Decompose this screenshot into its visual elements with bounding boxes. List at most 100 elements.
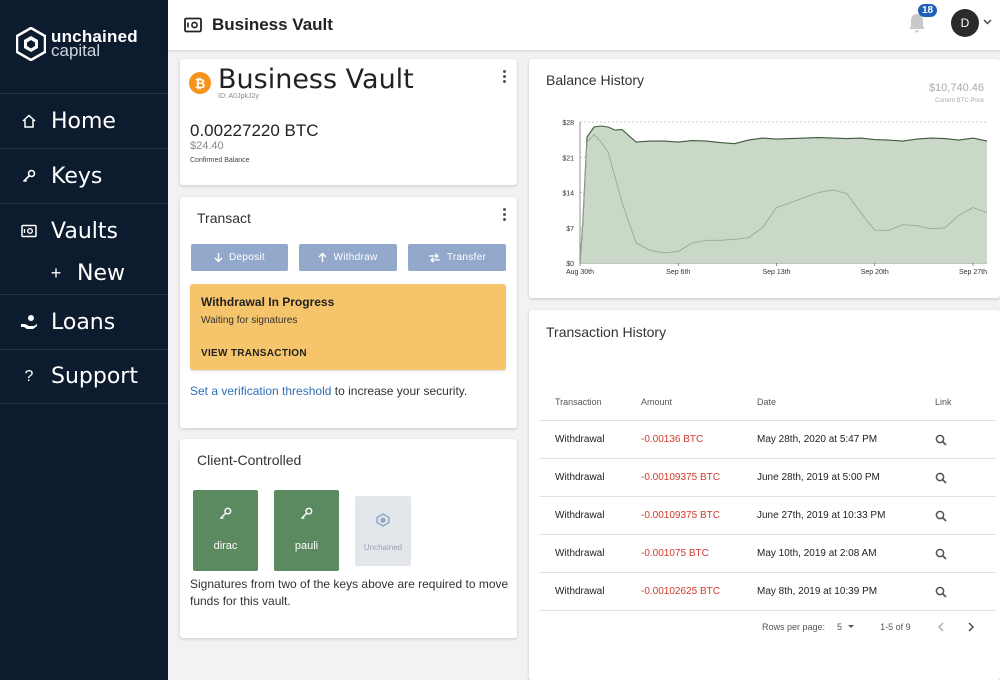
chevron-right-icon[interactable] — [967, 622, 975, 632]
sidebar-item-support[interactable]: ? Support — [0, 349, 168, 404]
arrow-down-icon — [214, 253, 223, 263]
tx-type: Withdrawal — [555, 586, 605, 597]
plus-icon: + — [50, 262, 62, 283]
tx-date: May 8th, 2019 at 10:39 PM — [757, 586, 878, 597]
withdrawal-in-progress-alert: Withdrawal In Progress Waiting for signa… — [190, 284, 506, 370]
balance-label: Confirmed Balance — [190, 157, 250, 164]
search-icon[interactable] — [935, 510, 947, 522]
tx-type: Withdrawal — [555, 472, 605, 483]
key-name: Unchained — [363, 543, 403, 552]
notification-badge[interactable]: 18 — [918, 4, 938, 17]
sidebar-item-label: Vaults — [51, 218, 118, 244]
rows-per-page-select[interactable]: 5 — [837, 622, 856, 632]
arrow-up-icon — [318, 252, 327, 262]
balance-line — [579, 125, 988, 264]
sidebar-item-label: Support — [51, 364, 138, 389]
btc-price-label: Current BTC Price — [934, 98, 984, 104]
tx-date: May 10th, 2019 at 2:08 AM — [757, 548, 877, 559]
sidebar-item-new-vault[interactable]: + New — [0, 252, 168, 294]
sidebar-item-vaults[interactable]: Vaults — [0, 203, 168, 258]
x-tick-label: Sep 27th — [959, 269, 987, 276]
balance-usd: $24.40 — [190, 140, 224, 152]
tx-amount: -0.001075 BTC — [641, 548, 709, 559]
transaction-history-card: Transaction History Transaction Amount D… — [529, 310, 1000, 680]
tx-date: May 28th, 2020 at 5:47 PM — [757, 434, 878, 445]
signature-requirement-text: Signatures from two of the keys above ar… — [190, 577, 509, 608]
swap-arrows-icon — [428, 252, 440, 263]
tx-amount: -0.00109375 BTC — [641, 510, 720, 521]
table-row: Withdrawal -0.00136 BTC May 28th, 2020 a… — [539, 421, 996, 459]
balance-area — [580, 126, 987, 263]
security-hint-text: to increase your security. — [331, 384, 468, 398]
deposit-label: Deposit — [228, 252, 265, 263]
tx-amount: -0.00109375 BTC — [641, 472, 720, 483]
search-icon[interactable] — [935, 434, 947, 446]
y-tick-label: $14 — [562, 191, 574, 198]
view-transaction-button[interactable]: VIEW TRANSACTION — [201, 348, 307, 359]
more-options-icon[interactable] — [503, 208, 507, 222]
sidebar-item-loans[interactable]: Loans — [0, 294, 168, 349]
key-card-pauli[interactable]: pauli — [274, 490, 339, 571]
unchained-logo-icon — [376, 513, 390, 527]
vault-icon — [20, 222, 38, 240]
withdraw-label: Withdraw — [333, 252, 378, 263]
deposit-button[interactable]: Deposit — [191, 244, 288, 271]
search-icon[interactable] — [935, 472, 947, 484]
verification-threshold-link[interactable]: Set a verification threshold — [190, 384, 332, 398]
transaction-history-title: Transaction History — [546, 324, 667, 340]
balance-history-card: Balance History $10,740.46 Current BTC P… — [529, 59, 1000, 298]
search-icon[interactable] — [935, 586, 947, 598]
bell-icon[interactable] — [907, 12, 927, 34]
tx-type: Withdrawal — [555, 510, 605, 521]
sidebar-item-label: Loans — [51, 309, 116, 335]
more-options-icon[interactable] — [503, 70, 507, 84]
vault-id: ID: A0JpkJ2y — [218, 93, 259, 100]
sidebar-item-home[interactable]: Home — [0, 93, 168, 148]
transact-card: Transact Deposit Withdraw Transfer Withd… — [180, 197, 517, 428]
key-name: dirac — [213, 540, 238, 552]
sidebar-item-keys[interactable]: Keys — [0, 148, 168, 203]
transfer-button[interactable]: Transfer — [408, 244, 506, 271]
home-icon — [20, 112, 38, 130]
x-tick-label: Sep 13th — [762, 269, 790, 276]
pagination: Rows per page: 5 1-5 of 9 — [762, 622, 997, 632]
key-card-unchained[interactable]: Unchained — [355, 496, 411, 566]
bitcoin-icon: ₿ — [189, 72, 211, 94]
column-header: Amount — [641, 397, 673, 407]
key-name: pauli — [294, 540, 319, 552]
balance-history-chart: $0 $7 $14 $21 $28 Aug 30th Sep 6th Sep 13th Sep … — [562, 120, 988, 276]
btc-price: $10,740.46 — [928, 82, 984, 94]
transact-title: Transact — [197, 210, 251, 226]
x-tick-label: Aug 30th — [566, 269, 594, 276]
table-row: Withdrawal -0.00102625 BTC May 8th, 2019… — [539, 573, 996, 611]
tx-date: June 27th, 2019 at 10:33 PM — [757, 510, 886, 521]
table-row: Withdrawal -0.00109375 BTC June 28th, 20… — [539, 459, 996, 497]
search-icon[interactable] — [935, 548, 947, 560]
y-tick-label: $28 — [562, 120, 574, 127]
page-range: 1-5 of 9 — [880, 622, 911, 632]
key-icon — [20, 167, 38, 185]
y-tick-label: $0 — [566, 261, 574, 268]
tx-type: Withdrawal — [555, 548, 605, 559]
chevron-down-icon[interactable] — [983, 17, 992, 26]
key-card-dirac[interactable]: dirac — [193, 490, 258, 571]
balance-history-title: Balance History — [546, 72, 645, 88]
sidebar-item-label: Home — [51, 108, 116, 134]
brand-line-2: capital — [51, 41, 101, 60]
chevron-left-icon[interactable] — [937, 622, 945, 632]
price-line — [579, 133, 988, 264]
balance-btc: 0.00227220 BTC — [190, 121, 319, 140]
x-tick-label: Sep 6th — [666, 269, 690, 276]
y-tick-label: $7 — [566, 226, 574, 233]
sidebar-item-label: Keys — [51, 163, 103, 189]
column-header: Date — [757, 397, 777, 407]
sidebar: unchained capital Home Keys Vaults + New — [0, 0, 168, 680]
unchained-logo-icon — [16, 27, 46, 61]
tx-amount: -0.00136 BTC — [641, 434, 704, 445]
transaction-table: Transaction Amount Date Link Withdrawal … — [539, 384, 996, 611]
vault-name: Business Vault — [218, 64, 414, 95]
avatar[interactable]: D — [951, 9, 979, 37]
table-row: Withdrawal -0.001075 BTC May 10th, 2019 … — [539, 535, 996, 573]
brand-logo[interactable]: unchained capital — [16, 24, 138, 64]
withdraw-button[interactable]: Withdraw — [299, 244, 397, 271]
